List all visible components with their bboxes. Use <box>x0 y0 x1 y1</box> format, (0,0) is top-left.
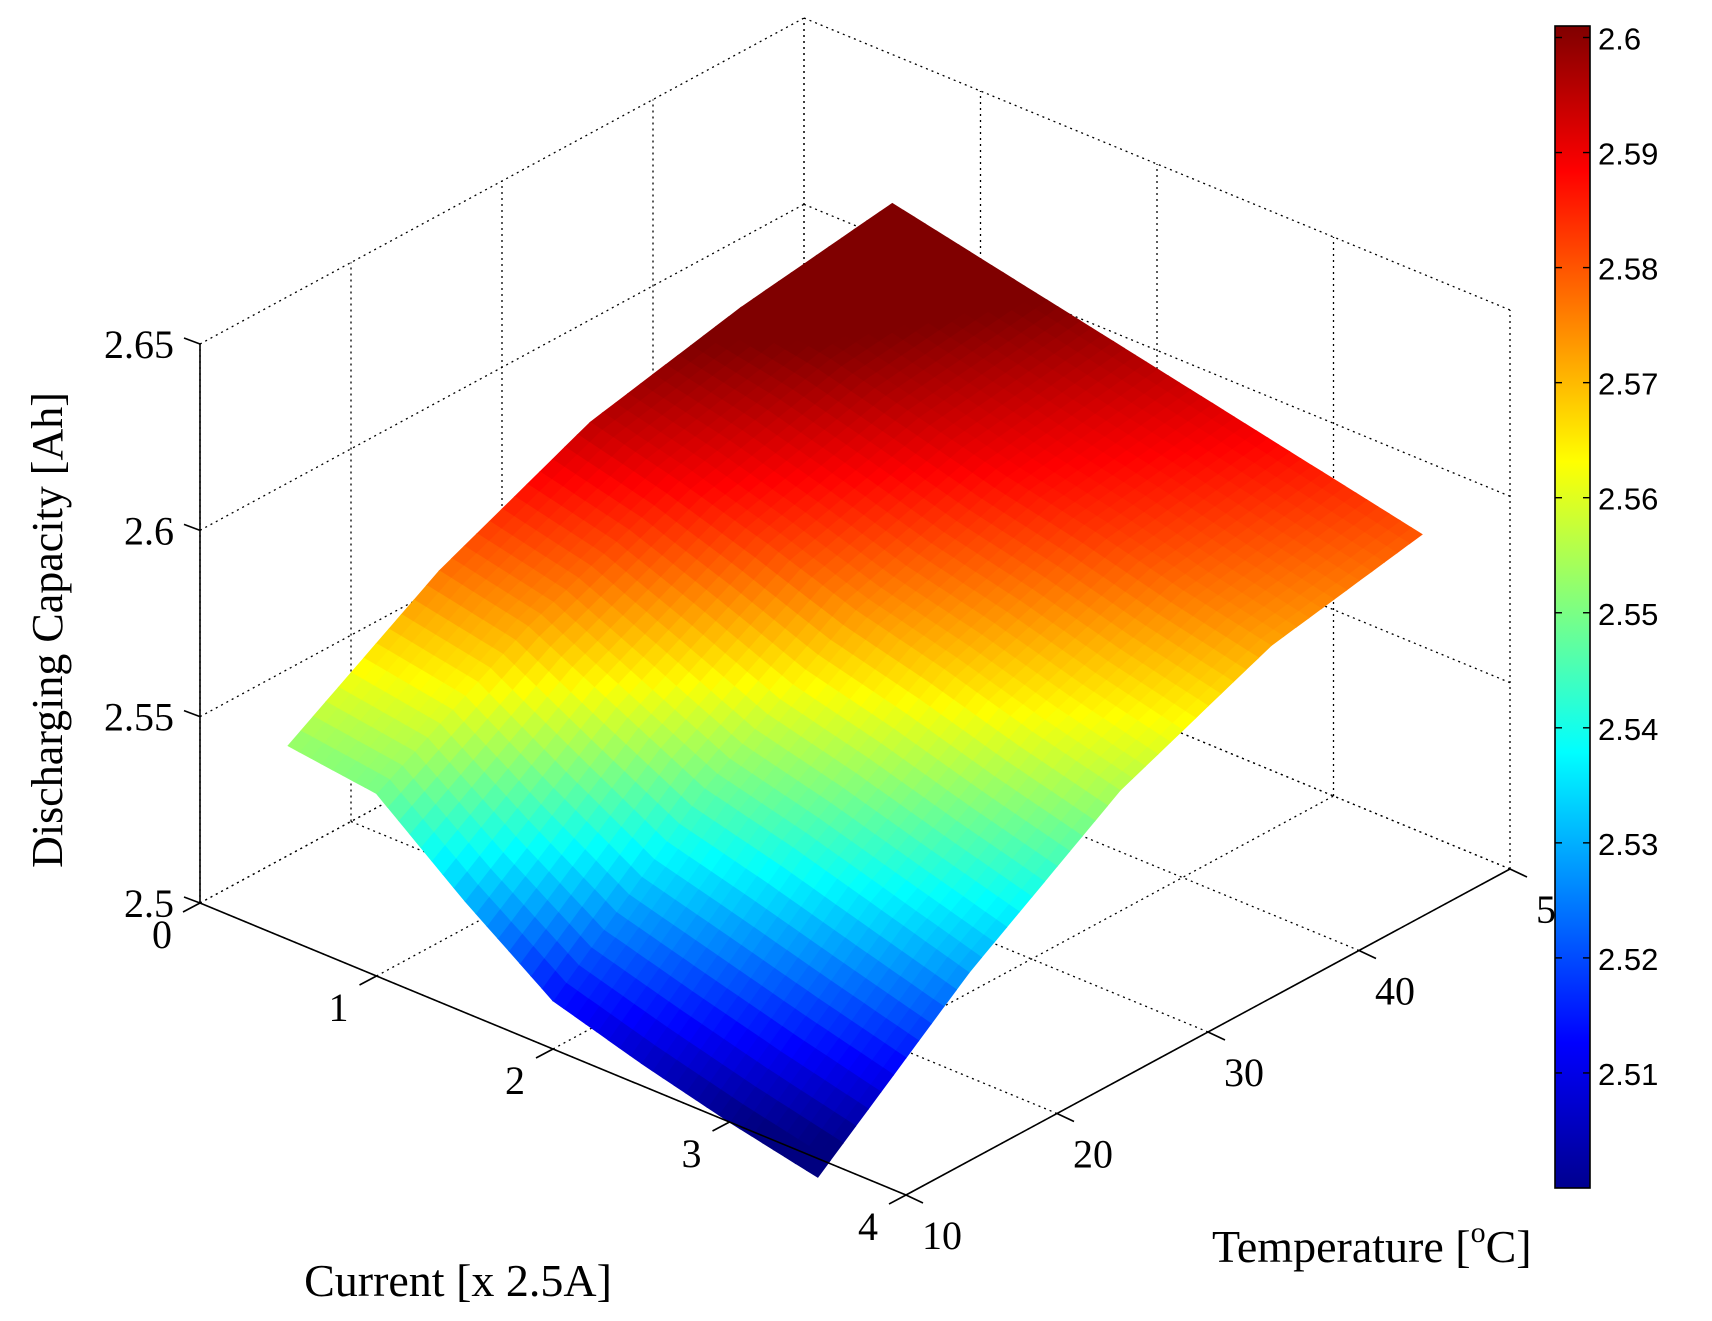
colorbar-tick-label: 2.52 <box>1598 942 1658 977</box>
z-tick-mark <box>183 709 201 718</box>
z-tick-label: 2.5 <box>124 881 174 926</box>
grid-line <box>199 203 805 531</box>
colorbar-tick-label: 2.59 <box>1598 137 1658 172</box>
y-tick-mark <box>1207 1031 1226 1041</box>
colorbar-tick-label: 2.57 <box>1598 367 1658 402</box>
x-tick-mark <box>712 1121 730 1132</box>
x-tick-mark <box>535 1048 554 1059</box>
z-tick-mark <box>183 896 201 904</box>
y-axis-label-unit: C] <box>1486 1221 1532 1272</box>
z-axis-label: Discharging Capacity [Ah] <box>23 392 72 868</box>
z-tick-label: 2.6 <box>124 508 174 553</box>
surface-plot <box>287 202 1423 1178</box>
x-tick-label: 4 <box>858 1204 878 1249</box>
y-tick-label: 10 <box>922 1213 962 1258</box>
x-tick-label: 2 <box>505 1058 525 1103</box>
x-tick-label: 0 <box>152 912 172 957</box>
z-tick-label: 2.65 <box>104 322 174 367</box>
y-tick-label: 5 <box>1536 887 1556 932</box>
y-tick-mark <box>1509 868 1528 878</box>
z-tick-mark <box>183 337 201 345</box>
y-tick-label: 20 <box>1073 1132 1113 1177</box>
y-tick-label: 30 <box>1224 1050 1264 1095</box>
y-tick-mark <box>1358 949 1377 960</box>
x-tick-label: 3 <box>682 1131 702 1176</box>
x-axis-label: Current [x 2.5A] <box>304 1255 612 1306</box>
grid-line <box>803 17 1511 311</box>
y-axis-label-text: Temperature [ <box>1212 1221 1471 1272</box>
z-tick-mark <box>183 523 201 532</box>
colorbar: 2.51 2.52 2.53 2.54 2.55 2.56 2.57 2.58 2.59 2.6 <box>1554 22 1658 1189</box>
x-tick-mark <box>182 902 201 913</box>
colorbar-tick-label: 2.56 <box>1598 482 1658 517</box>
y-axis-label-degree: o <box>1471 1216 1486 1249</box>
y-tick-mark <box>905 1194 924 1204</box>
x-tick-label: 1 <box>329 985 349 1030</box>
z-tick-label: 2.55 <box>104 695 174 740</box>
colorbar-tick-label: 2.55 <box>1598 597 1658 632</box>
colorbar-tick-label: 2.54 <box>1598 712 1658 747</box>
x-tick-mark <box>888 1194 907 1205</box>
x-tick-mark <box>359 975 377 986</box>
y-axis-label: Temperature [oC] <box>1212 1216 1532 1272</box>
surface-facet <box>287 730 313 753</box>
colorbar-tick-label: 2.51 <box>1598 1057 1658 1092</box>
grid-line <box>199 17 805 345</box>
y-tick-label: 40 <box>1375 969 1415 1014</box>
colorbar-fill <box>1554 25 1591 1189</box>
colorbar-tick-label: 2.53 <box>1598 827 1658 862</box>
y-tick-mark <box>1056 1112 1075 1123</box>
colorbar-tick-label: 2.6 <box>1598 22 1641 57</box>
colorbar-tick-label: 2.58 <box>1598 252 1658 287</box>
axes-frame: 2.5 2.55 2.6 2.65 0 1 2 3 4 10 20 30 40 5 <box>104 322 1556 1258</box>
